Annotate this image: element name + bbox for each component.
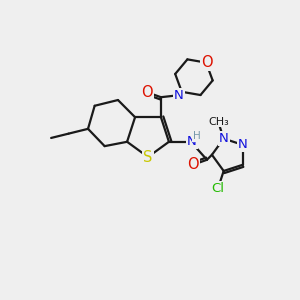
- Text: O: O: [201, 55, 213, 70]
- Text: O: O: [187, 157, 199, 172]
- Text: S: S: [143, 151, 153, 166]
- Text: N: N: [238, 138, 247, 151]
- Text: N: N: [174, 89, 184, 102]
- Text: N: N: [187, 135, 197, 148]
- Text: CH₃: CH₃: [209, 116, 230, 127]
- Text: N: N: [219, 132, 229, 145]
- Text: Cl: Cl: [212, 182, 225, 195]
- Text: H: H: [193, 131, 201, 141]
- Text: O: O: [141, 85, 153, 100]
